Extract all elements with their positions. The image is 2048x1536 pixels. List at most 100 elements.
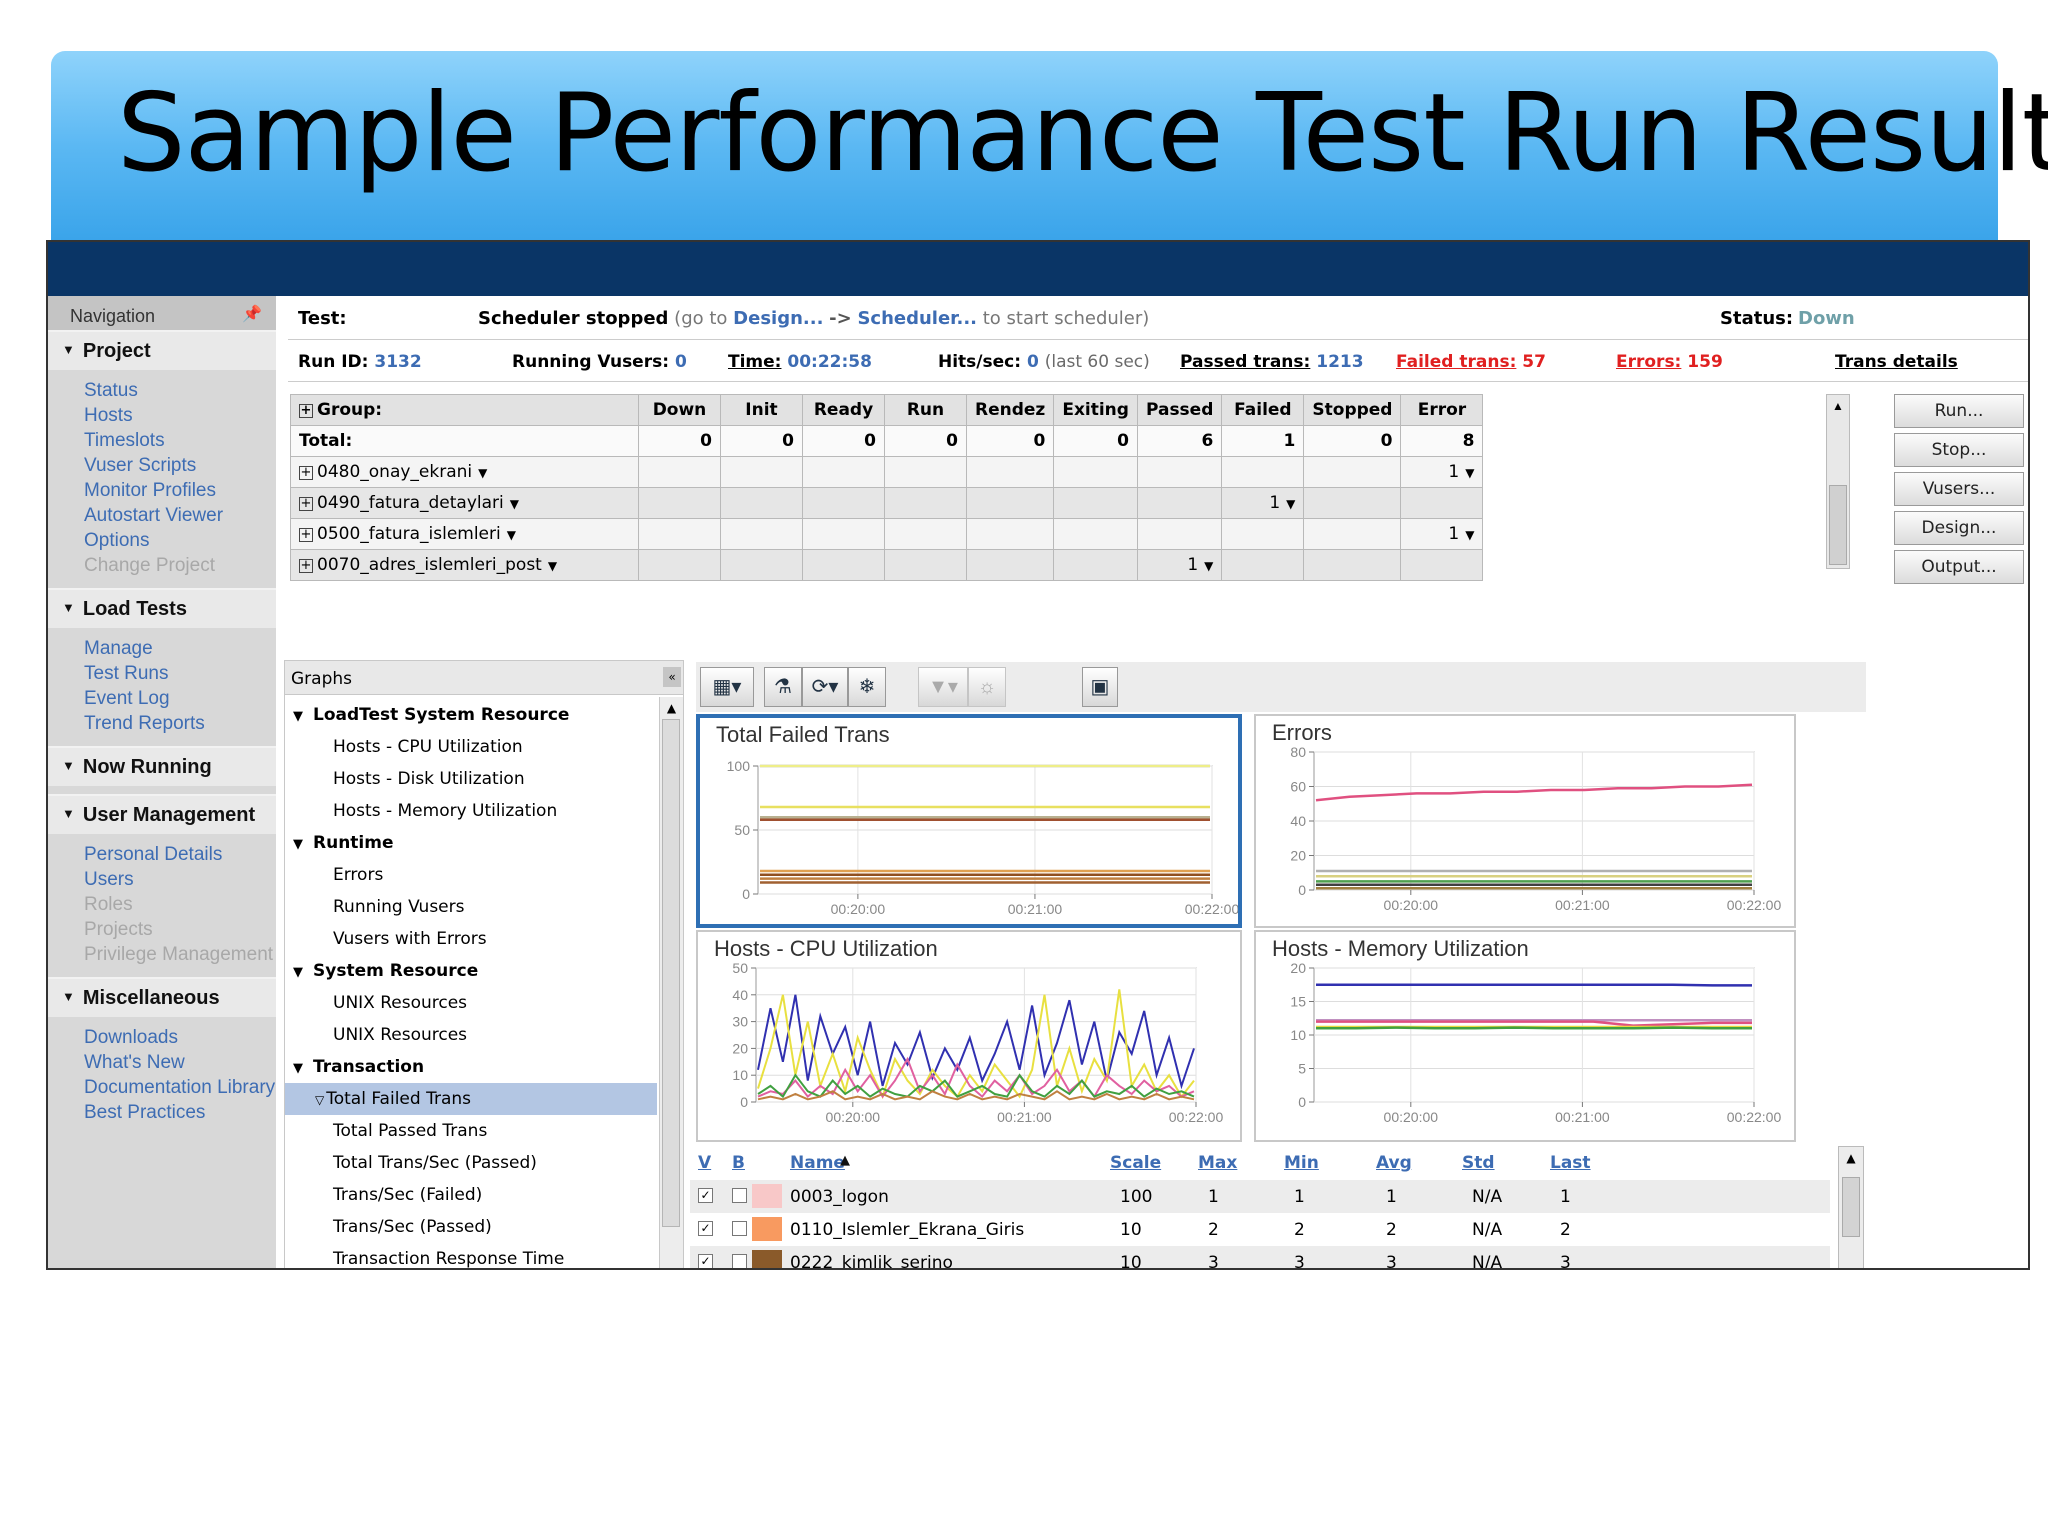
- nav-item-event-log[interactable]: Event Log: [84, 688, 170, 709]
- expand-triangle-icon[interactable]: ▼: [62, 806, 75, 821]
- scheduler-link[interactable]: Scheduler...: [857, 308, 978, 329]
- nav-item-documentation-library[interactable]: Documentation Library: [84, 1077, 276, 1098]
- nav-item-downloads[interactable]: Downloads: [84, 1027, 178, 1048]
- chart-memory-utilization[interactable]: Hosts - Memory Utilization 0 5 10 15 20 00:20:…: [1254, 930, 1796, 1142]
- group-row[interactable]: +0480_onay_ekrani ▼ 1 ▼: [290, 456, 1484, 488]
- nav-item-trend-reports[interactable]: Trend Reports: [84, 713, 205, 734]
- group-dropdown-icon[interactable]: ▼: [478, 466, 488, 480]
- design-button[interactable]: Design...: [1894, 511, 2024, 545]
- expand-triangle-icon[interactable]: ▼: [62, 758, 75, 773]
- trans-details-link[interactable]: Trans details: [1835, 352, 1958, 372]
- nav-section-user-management[interactable]: ▼ User Management: [48, 794, 276, 834]
- group-dropdown-icon[interactable]: ▼: [547, 559, 558, 573]
- tree-category-runtime[interactable]: ▼ Runtime: [285, 827, 683, 859]
- funnel-icon[interactable]: ▼▾: [918, 667, 968, 707]
- refresh-icon[interactable]: ⟳▾: [802, 667, 848, 707]
- nav-item-hosts[interactable]: Hosts: [84, 405, 133, 426]
- tree-item-total-trans-sec-passed[interactable]: Total Trans/Sec (Passed): [285, 1147, 683, 1179]
- layout-icon[interactable]: ▦▾: [700, 667, 754, 707]
- legend-scroll-up-icon[interactable]: ▲: [1846, 1151, 1856, 1165]
- expand-triangle-icon[interactable]: ▼: [62, 342, 75, 357]
- cell-dropdown-icon[interactable]: ▼: [1465, 466, 1475, 480]
- expand-triangle-icon[interactable]: ▼: [62, 989, 75, 1004]
- chart-cpu-utilization[interactable]: Hosts - CPU Utilization 0 10 20 30 40 50 00:20:…: [696, 930, 1242, 1142]
- nav-item-timeslots[interactable]: Timeslots: [84, 430, 165, 451]
- nav-item-users[interactable]: Users: [84, 869, 134, 890]
- group-dropdown-icon[interactable]: ▼: [506, 528, 516, 542]
- legend-column-scale[interactable]: Scale: [1110, 1153, 1162, 1173]
- cell-dropdown-icon[interactable]: ▼: [1204, 559, 1214, 573]
- chart-total-failed-trans[interactable]: Total Failed Trans 0 50 100 00:20:00 00:21:00…: [696, 714, 1242, 928]
- legend-column-name[interactable]: Name: [790, 1153, 845, 1173]
- group-cell[interactable]: 1 ▼: [1400, 518, 1484, 550]
- tree-item-vusers-with-errors[interactable]: Vusers with Errors: [285, 923, 683, 955]
- expand-triangle-icon[interactable]: ▼: [62, 600, 75, 615]
- run-time-label[interactable]: Time:: [728, 352, 782, 372]
- output-button[interactable]: Output...: [1894, 550, 2024, 584]
- scroll-up-icon[interactable]: ▲: [1832, 399, 1844, 413]
- expand-triangle-icon[interactable]: ▼: [293, 837, 303, 852]
- nav-item-personal-details[interactable]: Personal Details: [84, 844, 223, 865]
- legend-column-last[interactable]: Last: [1550, 1153, 1591, 1173]
- legend-column-avg[interactable]: Avg: [1376, 1153, 1412, 1173]
- fit-icon[interactable]: ▣: [1082, 667, 1118, 707]
- legend-scrollbar[interactable]: ▲: [1838, 1146, 1864, 1268]
- nav-item-monitor-profiles[interactable]: Monitor Profiles: [84, 480, 216, 501]
- legend-scroll-thumb[interactable]: [1842, 1177, 1860, 1237]
- expand-row-icon[interactable]: +: [299, 527, 313, 542]
- tree-item-hosts-disk-utilization[interactable]: Hosts - Disk Utilization: [285, 763, 683, 795]
- vusers-button[interactable]: Vusers...: [1894, 472, 2024, 506]
- graph-tree-scroll-thumb[interactable]: [662, 719, 680, 1227]
- tree-item-unix-resources[interactable]: UNIX Resources: [285, 987, 683, 1019]
- pin-icon[interactable]: 📌: [242, 306, 262, 323]
- nav-item-autostart-viewer[interactable]: Autostart Viewer: [84, 505, 224, 526]
- tree-item-unix-resources[interactable]: UNIX Resources: [285, 1019, 683, 1051]
- group-table-scrollbar[interactable]: ▲: [1826, 394, 1850, 569]
- group-cell[interactable]: 1 ▼: [1400, 456, 1484, 488]
- expand-triangle-icon[interactable]: ▼: [293, 1061, 303, 1076]
- filter-icon[interactable]: ⚗: [764, 667, 802, 707]
- graph-tree-scrollbar[interactable]: ▲: [659, 697, 683, 1268]
- nav-section-miscellaneous[interactable]: ▼ Miscellaneous: [48, 977, 276, 1017]
- visible-checkbox[interactable]: ✓: [698, 1188, 713, 1203]
- tree-category-system-resource[interactable]: ▼ System Resource: [285, 955, 683, 987]
- legend-column-max[interactable]: Max: [1198, 1153, 1238, 1173]
- tree-item-errors[interactable]: Errors: [285, 859, 683, 891]
- nav-section-load-tests[interactable]: ▼ Load Tests: [48, 588, 276, 628]
- visible-checkbox[interactable]: ✓: [698, 1221, 713, 1236]
- expand-row-icon[interactable]: +: [299, 558, 313, 573]
- group-cell[interactable]: 1 ▼: [1136, 549, 1223, 581]
- group-cell[interactable]: 1 ▼: [1221, 487, 1305, 519]
- bold-checkbox[interactable]: [732, 1221, 747, 1236]
- expand-row-icon[interactable]: +: [299, 496, 313, 511]
- group-row[interactable]: +0070_adres_islemleri_post ▼ 1 ▼: [290, 549, 1484, 581]
- errors-link[interactable]: Errors:: [1616, 352, 1682, 372]
- expand-row-icon[interactable]: +: [299, 465, 313, 480]
- freeze-icon[interactable]: ❄: [848, 667, 886, 707]
- legend-row[interactable]: ✓ 0222_kimlik_serino 10 3 3 3 N/A 3: [690, 1246, 1830, 1268]
- collapse-icon[interactable]: «: [663, 667, 681, 687]
- tree-category-transaction[interactable]: ▼ Transaction: [285, 1051, 683, 1083]
- group-table-scroll-thumb[interactable]: [1829, 485, 1847, 565]
- expand-triangle-icon[interactable]: ▼: [293, 709, 303, 724]
- tree-item-trans-sec-failed[interactable]: Trans/Sec (Failed): [285, 1179, 683, 1211]
- zoom-icon[interactable]: ☼: [968, 667, 1006, 707]
- cell-dropdown-icon[interactable]: ▼: [1465, 528, 1475, 542]
- chart-errors[interactable]: Errors 0 20 40 60 80 00:20:00 00:21:00 00:22:00: [1254, 714, 1796, 928]
- bold-checkbox[interactable]: [732, 1254, 747, 1268]
- cell-dropdown-icon[interactable]: ▼: [1286, 497, 1296, 511]
- expand-all-icon[interactable]: +: [299, 403, 313, 418]
- legend-column-min[interactable]: Min: [1284, 1153, 1319, 1173]
- failed-trans-link[interactable]: Failed trans:: [1396, 352, 1517, 372]
- nav-item-what-s-new[interactable]: What's New: [84, 1052, 185, 1073]
- nav-section-now-running[interactable]: ▼ Now Running: [48, 746, 276, 786]
- design-link[interactable]: Design...: [733, 308, 824, 329]
- tree-category-loadtest-system-resource[interactable]: ▼ LoadTest System Resource: [285, 699, 683, 731]
- tree-item-trans-sec-passed[interactable]: Trans/Sec (Passed): [285, 1211, 683, 1243]
- nav-item-vuser-scripts[interactable]: Vuser Scripts: [84, 455, 197, 476]
- tree-scroll-up-icon[interactable]: ▲: [666, 701, 677, 715]
- nav-item-status[interactable]: Status: [84, 380, 138, 401]
- nav-item-best-practices[interactable]: Best Practices: [84, 1102, 206, 1123]
- nav-section-project[interactable]: ▼ Project: [48, 330, 276, 370]
- bold-checkbox[interactable]: [732, 1188, 747, 1203]
